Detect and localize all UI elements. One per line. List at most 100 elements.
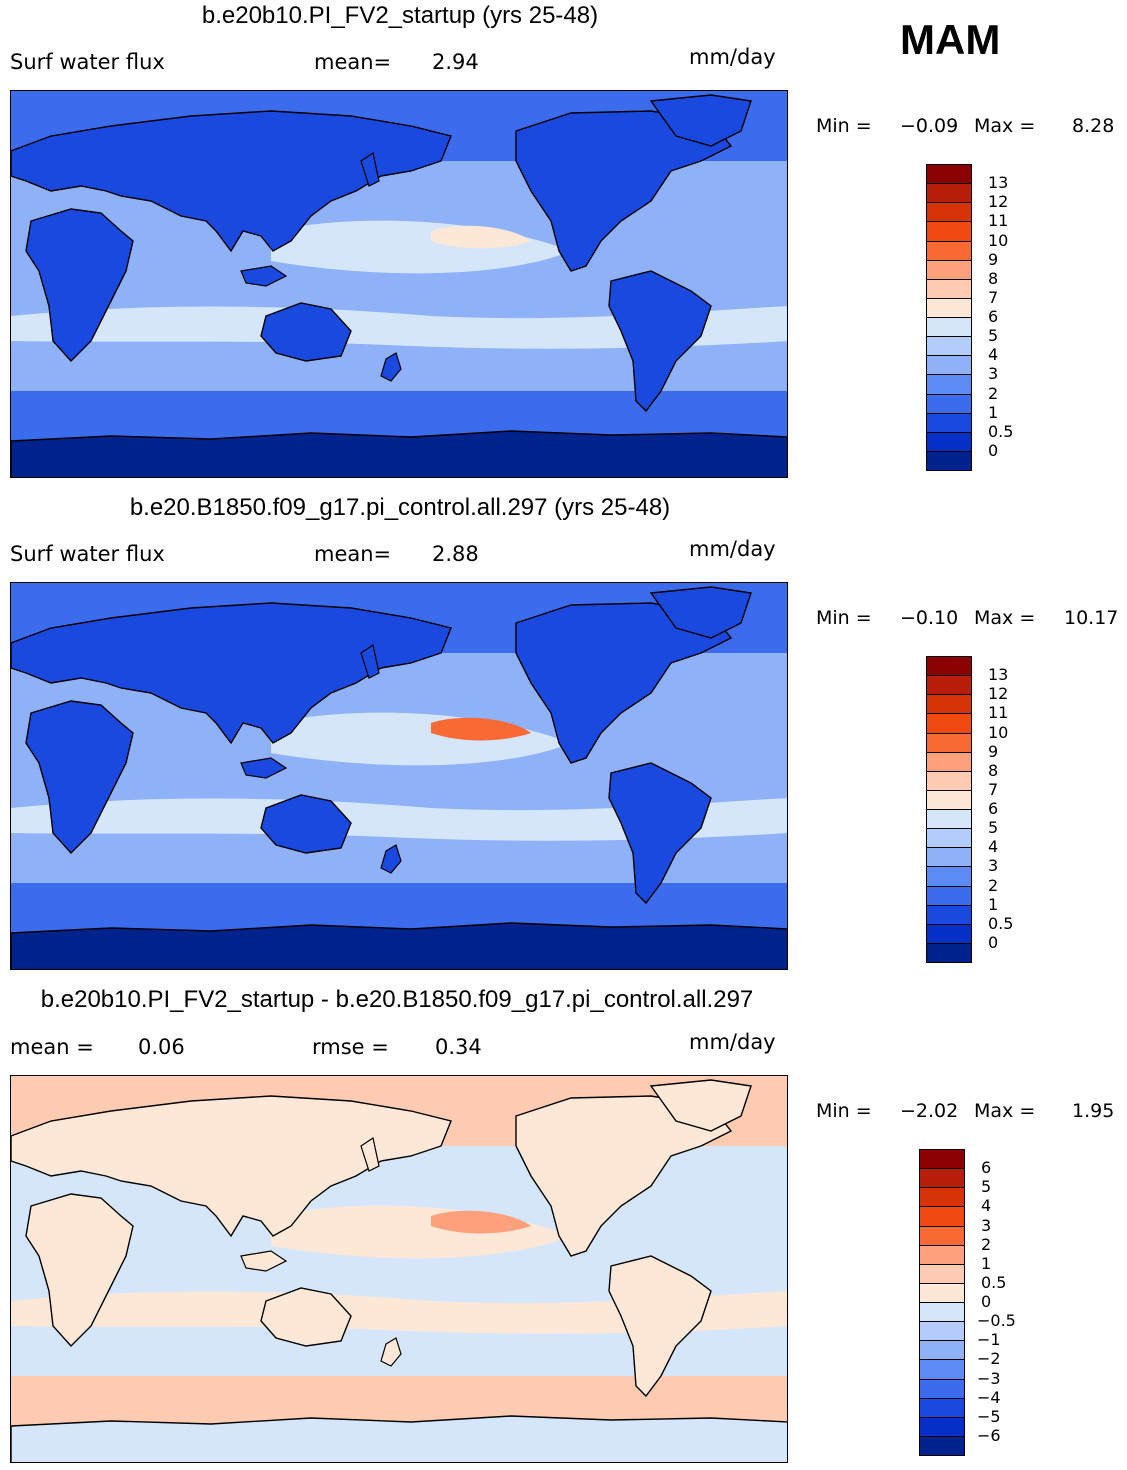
panel-1-max-value: 8.28	[1072, 115, 1115, 137]
colorbar-tick-label: 10	[988, 722, 1009, 742]
panel-3-units: mm/day	[689, 1030, 776, 1054]
season-label: MAM	[900, 16, 1001, 63]
colorbar-swatch	[926, 183, 972, 204]
colorbar-tick-label: −6	[977, 1425, 1001, 1445]
ocean-accent-region	[431, 717, 531, 741]
colorbar-tick-label: 13	[988, 665, 1009, 685]
continent-outline	[608, 270, 712, 413]
colorbar-swatch	[926, 374, 972, 395]
continent-outline	[11, 602, 452, 745]
panel-1-map	[10, 90, 788, 478]
colorbar-tick-label: −2	[977, 1349, 1001, 1369]
colorbar-tick-label: 12	[988, 684, 1009, 704]
continent-outline	[25, 208, 134, 363]
colorbar-tick-label: −4	[977, 1387, 1001, 1407]
colorbar-tick-label: 7	[988, 287, 999, 307]
panel-1-max-label: Max =	[974, 115, 1036, 137]
panel-2-min-value: −0.10	[900, 607, 959, 629]
colorbar-tick-label: 4	[988, 837, 999, 857]
colorbar-swatch	[919, 1416, 965, 1437]
colorbar-swatch	[926, 694, 972, 715]
colorbar-swatch	[919, 1340, 965, 1361]
colorbar-tick-label: 0	[988, 440, 999, 460]
colorbar-swatch	[919, 1378, 965, 1399]
colorbar-swatch	[926, 278, 972, 299]
colorbar-swatch	[919, 1149, 965, 1170]
continent-outline	[11, 110, 452, 253]
continent-outline	[260, 1287, 352, 1347]
ocean-band-south	[11, 1376, 787, 1426]
colorbar-tick-label: 5	[988, 326, 999, 346]
colorbar-tick-label: 0.5	[988, 421, 1014, 441]
continent-outline	[25, 700, 134, 855]
panel-2-title: b.e20.B1850.f09_g17.pi_control.all.297 (…	[129, 494, 671, 521]
colorbar-swatch	[919, 1263, 965, 1284]
colorbar-swatch	[926, 713, 972, 734]
colorbar-swatch	[926, 866, 972, 887]
map-svg	[11, 91, 787, 477]
colorbar-swatch	[919, 1397, 965, 1418]
colorbar-swatch	[919, 1435, 965, 1456]
colorbar-swatch	[926, 770, 972, 791]
panel-2-map	[10, 582, 788, 970]
colorbar-swatch	[926, 809, 972, 830]
colorbar-swatch	[926, 297, 972, 318]
panel-1-variable: Surf water flux	[10, 50, 165, 74]
colorbar-tick-label: 11	[988, 211, 1009, 231]
colorbar-swatch	[926, 789, 972, 810]
colorbar-tick-label: 2	[988, 875, 999, 895]
colorbar-tick-label: 8	[988, 268, 999, 288]
panel-3-min-value: −2.02	[900, 1100, 959, 1122]
ocean-band-subtropical	[11, 306, 787, 349]
island-outline	[380, 352, 402, 382]
panel-1-min-label: Min =	[816, 115, 872, 137]
colorbar-tick-label: 10	[988, 230, 1009, 250]
colorbar-swatch	[919, 1282, 965, 1303]
continent-outline	[260, 794, 352, 854]
panel-2-mean-label: mean=	[314, 542, 392, 566]
ocean-accent-region	[431, 225, 531, 249]
colorbar-swatch	[926, 164, 972, 185]
panel-2-min-label: Min =	[816, 607, 872, 629]
colorbar-tick-label: 1	[981, 1253, 992, 1273]
panel-3-map	[10, 1075, 788, 1463]
ocean-accent-region	[431, 1210, 531, 1234]
ocean-band-south	[11, 391, 787, 441]
colorbar-swatch	[919, 1168, 965, 1189]
continent-outline	[608, 762, 712, 905]
colorbar-tick-label: 3	[988, 856, 999, 876]
panel-2-max-value: 10.17	[1064, 607, 1119, 629]
panel-3-mean-value: 0.06	[138, 1035, 185, 1059]
colorbar-tick-label: −1	[977, 1330, 1001, 1350]
panel-3-max-value: 1.95	[1072, 1100, 1115, 1122]
colorbar-tick-label: 4	[988, 345, 999, 365]
colorbar-tick-label: 9	[988, 741, 999, 761]
panel-3-max-label: Max =	[974, 1100, 1036, 1122]
panel-3-title: b.e20b10.PI_FV2_startup - b.e20.B1850.f0…	[40, 986, 754, 1013]
colorbar-swatch	[926, 240, 972, 261]
continent-outline	[649, 94, 752, 147]
colorbar-tick-label: −5	[977, 1406, 1001, 1426]
panel-3-rmse-value: 0.34	[435, 1035, 482, 1059]
panel-3-rmse-label: rmse =	[312, 1035, 389, 1059]
colorbar-tick-label: 5	[988, 818, 999, 838]
colorbar-tick-label: 4	[981, 1196, 992, 1216]
colorbar-tick-label: 6	[988, 799, 999, 818]
colorbar-tick-label: −3	[977, 1368, 1001, 1388]
colorbar-tick-label: 0.5	[988, 913, 1014, 933]
colorbar-tick-label: 6	[988, 307, 999, 326]
ocean-band-south	[11, 883, 787, 933]
colorbar-tick-label: 1	[988, 894, 999, 914]
colorbar-swatch	[926, 885, 972, 906]
panel-3-min-label: Min =	[816, 1100, 872, 1122]
antarctica-outline	[11, 430, 787, 477]
colorbar-tick-label: 0	[988, 932, 999, 952]
panel-2-mean-value: 2.88	[432, 542, 479, 566]
map-svg	[11, 1076, 787, 1462]
continent-outline	[649, 1079, 752, 1132]
colorbar-swatch	[926, 904, 972, 925]
colorbar-swatch	[926, 259, 972, 280]
colorbar-tick-label: 12	[988, 192, 1009, 212]
panel-2-max-label: Max =	[974, 607, 1036, 629]
colorbar-swatch	[919, 1321, 965, 1342]
